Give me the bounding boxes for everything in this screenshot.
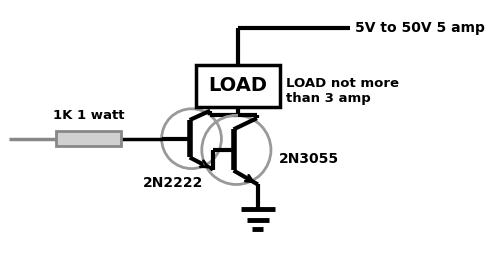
Text: 2N2222: 2N2222 bbox=[143, 176, 203, 190]
Bar bbox=[56, 131, 121, 146]
Text: LOAD not more
than 3 amp: LOAD not more than 3 amp bbox=[286, 77, 399, 105]
Bar bbox=[196, 65, 280, 107]
Text: LOAD: LOAD bbox=[209, 76, 268, 95]
Text: 5V to 50V 5 amp: 5V to 50V 5 amp bbox=[355, 22, 485, 36]
Text: 2N3055: 2N3055 bbox=[278, 152, 339, 166]
Text: 1K 1 watt: 1K 1 watt bbox=[53, 109, 124, 122]
